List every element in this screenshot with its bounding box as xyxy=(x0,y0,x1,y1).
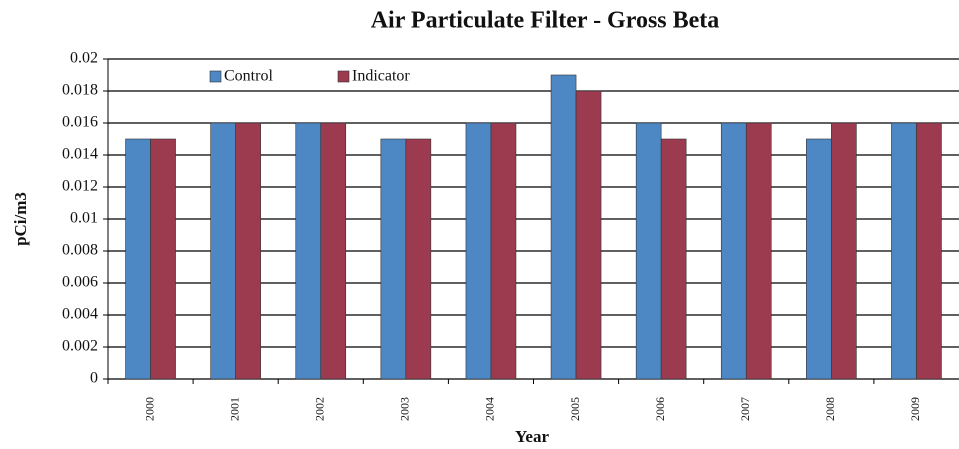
bar xyxy=(235,122,261,380)
y-tick-label: 0.012 xyxy=(62,178,98,195)
bar xyxy=(891,122,917,380)
bar xyxy=(380,138,407,380)
y-tick-label: 0.004 xyxy=(62,306,98,323)
bar xyxy=(465,122,492,380)
bar xyxy=(150,138,176,380)
bar xyxy=(550,74,577,380)
x-tick-label: 2003 xyxy=(398,397,412,421)
x-tick-label: 2000 xyxy=(142,397,156,421)
bar xyxy=(490,122,517,380)
y-tick-label: 0.008 xyxy=(62,242,98,259)
y-axis-label: pCi/m3 xyxy=(11,192,30,246)
bar xyxy=(125,138,151,380)
bar xyxy=(745,122,772,380)
legend-swatch xyxy=(337,70,350,83)
x-tick-label: 2006 xyxy=(653,397,667,421)
x-tick-label: 2009 xyxy=(908,397,922,421)
x-tick-label: 2004 xyxy=(483,397,497,421)
x-tick-label: 2002 xyxy=(313,397,327,421)
legend-swatch xyxy=(209,70,222,83)
y-tick-label: 0 xyxy=(90,370,98,387)
bar xyxy=(575,90,602,380)
bar xyxy=(916,122,942,380)
bar xyxy=(660,138,687,380)
y-tick-label: 0.02 xyxy=(70,50,98,67)
y-tick-label: 0.002 xyxy=(62,338,98,355)
y-tick-label: 0.01 xyxy=(70,210,98,227)
x-tick-label: 2001 xyxy=(227,397,241,421)
x-tick-label: 2008 xyxy=(823,397,837,421)
bar xyxy=(405,138,432,380)
legend-label: Indicator xyxy=(352,68,410,85)
x-tick-label: 2007 xyxy=(738,397,752,421)
x-axis-label: Year xyxy=(515,427,549,446)
bar xyxy=(295,122,322,380)
y-tick-label: 0.016 xyxy=(62,114,98,131)
bar xyxy=(320,122,347,380)
bar xyxy=(831,122,857,380)
y-tick-label: 0.014 xyxy=(62,146,98,163)
bar xyxy=(720,122,747,380)
y-tick-label: 0.018 xyxy=(62,82,98,99)
legend-label: Control xyxy=(224,68,273,85)
x-tick-label: 2005 xyxy=(568,397,582,421)
chart-title: Air Particulate Filter - Gross Beta xyxy=(371,8,720,34)
bar xyxy=(806,138,832,380)
y-tick-label: 0.006 xyxy=(62,274,98,291)
bar xyxy=(210,122,236,380)
bar xyxy=(635,122,662,380)
